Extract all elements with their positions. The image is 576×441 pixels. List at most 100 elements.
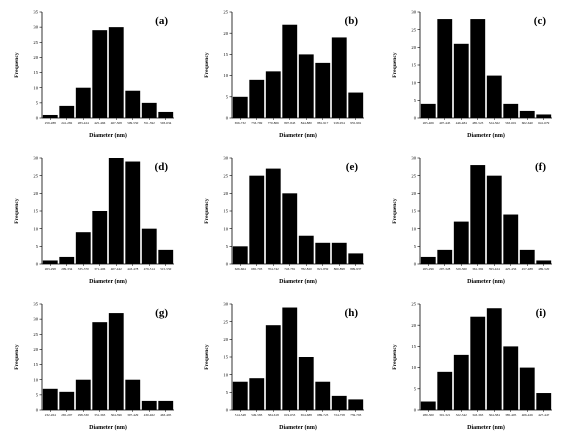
y-tick-label: 25 [411,302,416,307]
x-tick-label: 298-330 [78,413,89,417]
panel-label: (c) [534,15,547,27]
histogram-panel: 0 5 10 15 20 25 30 35 259-288 241-282 283-424 425-4… [14,10,174,139]
y-tick-label: 10 [33,85,38,90]
panel-label: (h) [345,307,359,319]
histogram-bar [158,249,174,264]
x-tick-label: 549-583 [251,413,262,417]
histogram-bar [108,313,124,410]
histogram-bar [315,242,331,264]
x-tick-label: 361-392 [472,267,483,271]
histogram-bar [75,379,91,410]
histogram-bar [331,242,347,264]
x-tick-label: 385-405 [505,413,516,417]
x-tick-label: 265-297 [61,413,72,417]
y-tick-label: 5 [414,244,417,249]
histogram-bar [265,325,281,410]
panel-label: (i) [536,307,547,319]
x-axis-title: Diameter (nm) [89,278,127,285]
y-tick-label: 0 [36,116,39,121]
histogram-bar [453,354,469,410]
x-tick-label: 301-321 [439,413,450,417]
histogram-bar [519,110,535,118]
x-tick-label: 654-688 [301,413,312,417]
x-tick-label: 446-484 [456,121,467,125]
panel-label: (b) [345,15,359,27]
histogram-panel: 0 5 10 15 20 25 30 265-406 407-445 446-484 485-523… [392,10,552,139]
panel-label: (a) [155,15,168,27]
y-tick-label: 5 [36,244,39,249]
histogram-bar [249,378,265,410]
x-tick-label: 322-342 [456,413,467,417]
x-tick-label: 479-514 [144,267,155,271]
y-tick-label: 5 [226,390,229,395]
y-axis-title: Frequency [204,344,210,370]
x-tick-label: 551-592 [144,121,155,125]
y-tick-label: 15 [33,70,38,75]
x-tick-label: 283-424 [78,121,89,125]
x-axis-title: Diameter (nm) [89,424,127,431]
y-tick-label: 15 [223,52,228,57]
y-tick-label: 15 [411,63,416,68]
histogram-bar [141,400,157,410]
y-axis-title: Frequency [14,52,20,78]
y-tick-label: 10 [411,226,416,231]
x-tick-label: 427-447 [538,413,549,417]
panel-label: (e) [346,161,359,173]
x-tick-label: 371-406 [94,267,105,271]
histogram-bar [536,393,552,410]
y-tick-label: 15 [33,209,38,214]
y-tick-label: 25 [33,332,38,337]
x-tick-label: 759-793 [350,413,361,417]
x-axis-title: Diameter (nm) [467,424,505,431]
y-tick-label: 10 [33,226,38,231]
histogram-bar [125,90,141,118]
x-tick-label: 329-360 [456,267,467,271]
histogram-bar [141,228,157,264]
y-tick-label: 15 [33,362,38,367]
x-tick-label: 232-264 [45,413,56,417]
y-tick-label: 25 [411,173,416,178]
y-tick-label: 25 [411,27,416,32]
x-axis-title: Diameter (nm) [467,132,505,139]
histogram-bar [92,211,108,264]
panel-label: (g) [155,307,168,319]
x-tick-label: 743-781 [284,267,295,271]
y-tick-label: 30 [223,302,228,307]
x-tick-label: 514-548 [235,413,246,417]
histogram-bar [75,87,91,118]
x-tick-label: 899-937 [350,267,361,271]
histogram-bar [536,114,552,118]
x-axis-title: Diameter (nm) [467,278,505,285]
histogram-bar [486,308,502,410]
y-tick-label: 30 [33,156,38,161]
histogram-bar [453,221,469,264]
y-tick-label: 15 [223,209,228,214]
y-tick-label: 0 [36,408,39,413]
histogram-bar [437,371,453,410]
histogram-panel: 0 5 10 15 20 25 30 263-298 299-334 335-370 371-406… [14,156,174,285]
x-tick-label: 955-991 [350,121,361,125]
x-tick-label: 641-679 [538,121,549,125]
y-tick-label: 0 [414,262,417,267]
histogram-bar [420,103,436,118]
histogram-bar [265,168,281,264]
y-axis-title: Frequency [204,52,210,78]
x-tick-label: 626-664 [235,267,246,271]
histogram-bar [158,111,174,118]
x-tick-label: 782-820 [301,267,312,271]
y-tick-label: 5 [36,392,39,397]
y-tick-label: 5 [226,244,229,249]
histogram-bar [348,92,364,118]
histogram-bar [331,37,347,118]
x-tick-label: 265-406 [423,121,434,125]
y-tick-label: 25 [33,173,38,178]
histogram-panel: 0 5 10 15 20 25 30 35 232-264 265-297 298-330 331-3… [14,302,174,431]
histogram-bar [232,381,248,410]
x-tick-label: 343-363 [472,413,483,417]
histogram-bar [249,175,265,264]
y-tick-label: 0 [414,116,417,121]
x-axis-title: Diameter (nm) [89,132,127,139]
histogram-bar [141,102,157,118]
y-tick-label: 10 [223,226,228,231]
histogram-bar [470,165,486,264]
